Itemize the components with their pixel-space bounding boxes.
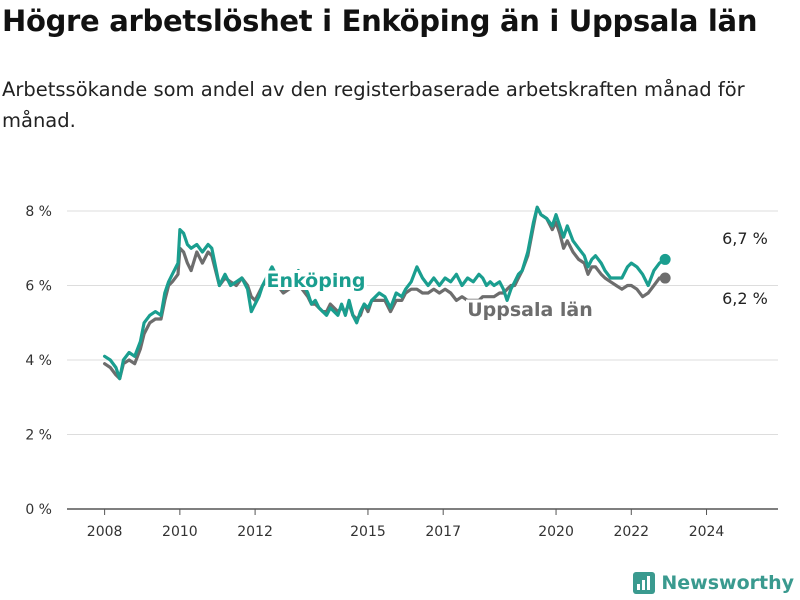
x-tick-label: 2015 bbox=[350, 524, 386, 540]
y-tick-label: 4 % bbox=[25, 353, 52, 369]
series-label-enkoping: Enköping bbox=[267, 270, 366, 292]
series-label-uppsala: Uppsala län bbox=[467, 299, 593, 321]
chart-title: Högre arbetslöshet i Enköping än i Uppsa… bbox=[2, 4, 758, 38]
y-tick-label: 0 % bbox=[25, 502, 52, 518]
x-tick-label: 2022 bbox=[613, 524, 649, 540]
uppsala-last-value: 6,2 % bbox=[722, 289, 768, 308]
enkoping-last-value: 6,7 % bbox=[722, 229, 768, 248]
x-tick-label: 2017 bbox=[425, 524, 461, 540]
y-tick-label: 8 % bbox=[25, 204, 52, 220]
x-tick-label: 2008 bbox=[87, 524, 123, 540]
brand-name: Newsworthy bbox=[661, 572, 794, 594]
x-tick-label: 2024 bbox=[689, 524, 725, 540]
x-tick-label: 2020 bbox=[538, 524, 574, 540]
bar-chart-icon bbox=[633, 572, 656, 594]
y-tick-label: 6 % bbox=[25, 279, 52, 295]
enkoping-line bbox=[103, 205, 667, 381]
x-tick-label: 2010 bbox=[162, 524, 198, 540]
uppsala-line bbox=[103, 205, 667, 381]
y-tick-label: 2 % bbox=[25, 428, 52, 444]
x-tick-label: 2012 bbox=[237, 524, 273, 540]
newsworthy-logo[interactable]: Newsworthy bbox=[633, 572, 794, 594]
chart-subtitle: Arbetssökande som andel av den registerb… bbox=[2, 78, 745, 132]
uppsala-end-dot bbox=[659, 272, 671, 284]
enkoping-end-dot bbox=[659, 253, 671, 265]
